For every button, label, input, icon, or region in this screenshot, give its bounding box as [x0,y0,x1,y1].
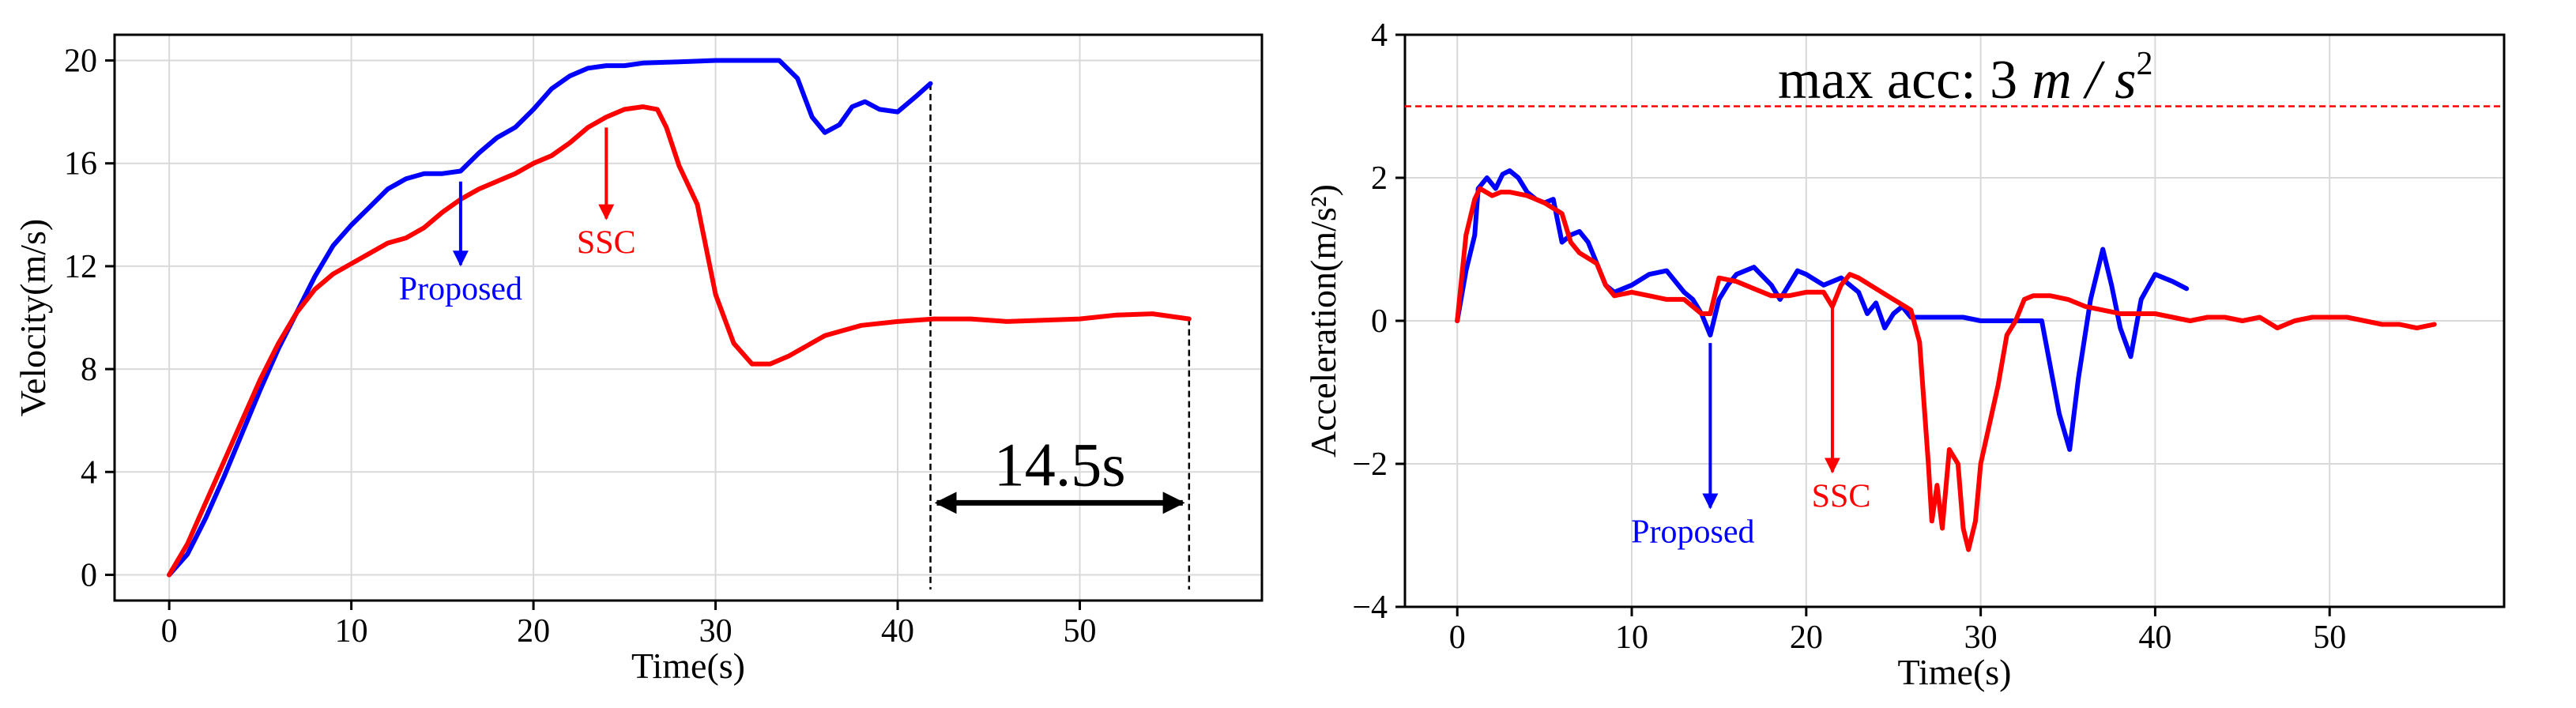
acceleration-chart: 0 10 20 30 40 50 −4 −2 0 2 4 Time(s) Acceleration(m/… [1303,17,2506,692]
x-axis-label: Time(s) [631,646,745,686]
y-tick-label: 20 [64,43,97,80]
x-tick-label: 10 [1615,620,1648,656]
x-tick-label: 0 [1449,620,1466,656]
max-acc-exponent: 2 [2136,46,2152,82]
y-tick-label: −4 [1352,589,1388,626]
x-tick-label: 40 [881,613,914,650]
annotation-label: Proposed [399,271,522,307]
y-tick-label: 8 [81,352,97,388]
x-tick-label: 20 [1790,620,1823,656]
x-tick-label: 30 [699,613,733,650]
x-tick-label: 50 [2313,620,2346,656]
y-tick-label: 2 [1371,160,1388,197]
duration-label: 14.5s [994,430,1126,499]
y-tick-label: 16 [64,146,97,183]
series-line-ssc [167,104,1192,578]
max-acc-label-text: max acc: 3 [1778,50,2017,111]
series-line-proposed [167,58,933,578]
x-tick-label: 10 [335,613,368,650]
y-axis-label: Acceleration(m/s²) [1303,184,1343,458]
y-axis-label: Velocity(m/s) [13,219,53,416]
velocity-chart: 0 10 20 30 40 50 0 4 8 12 16 20 Time(s) Velocity(m/s)… [13,33,1264,686]
max-acc-unit: m / s [2032,50,2136,111]
annotation-label: Proposed [1631,514,1754,551]
series-line-proposed [1455,168,2190,452]
x-axis-label: Time(s) [1898,652,2012,692]
y-tick-label: −2 [1352,446,1388,483]
y-tick-label: 0 [1371,303,1388,340]
series-line-ssc [1455,186,2437,552]
x-tick-label: 0 [161,613,178,650]
y-tick-label: 4 [1371,17,1388,54]
x-tick-label: 20 [517,613,550,650]
y-tick-label: 12 [64,249,97,285]
annotation-label: SSC [1812,478,1871,514]
x-tick-label: 40 [2138,620,2171,656]
y-tick-label: 0 [81,557,97,593]
annotation-label: SSC [577,225,636,262]
x-tick-label: 30 [1964,620,1998,656]
y-tick-label: 4 [81,454,97,491]
x-tick-label: 50 [1064,613,1097,650]
plot-frame [113,33,1264,602]
